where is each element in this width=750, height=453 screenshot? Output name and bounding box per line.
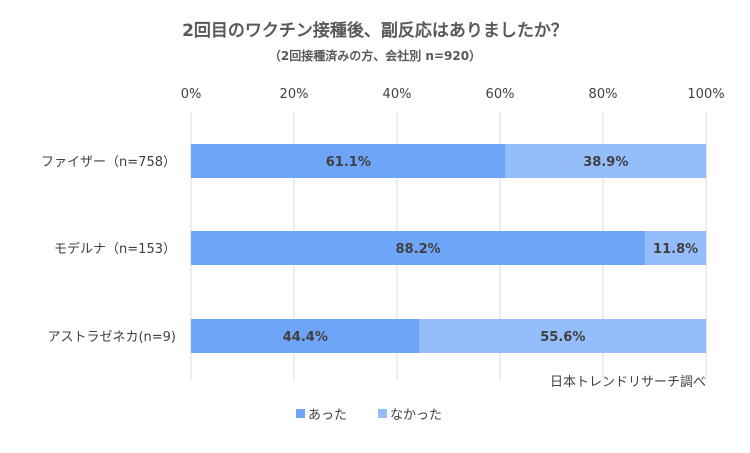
data-label: 38.9% bbox=[583, 155, 628, 170]
tick-label-layer: 0% 20% 40% 60% 80% 100% bbox=[181, 87, 725, 102]
legend-swatch bbox=[296, 409, 305, 418]
category-label: モデルナ（n=153） bbox=[54, 241, 176, 257]
x-tick-label: 80% bbox=[589, 87, 618, 102]
legend-label: なかった bbox=[390, 408, 442, 423]
chart-subtitle: （2回接種済みの方、会社別 n=920） bbox=[269, 48, 481, 63]
chart-title: 2回目のワクチン接種後、副反応はありましたか？ bbox=[182, 20, 568, 41]
x-tick-label: 40% bbox=[383, 87, 412, 102]
bar-segment bbox=[645, 231, 706, 265]
data-label: 11.8% bbox=[653, 242, 698, 257]
data-label: 88.2% bbox=[396, 242, 441, 257]
category-label-layer: ファイザー（n=758） モデルナ（n=153） アストラゼネカ(n=9) bbox=[41, 155, 176, 345]
bar-segment bbox=[419, 319, 706, 353]
legend-item: あった bbox=[296, 408, 347, 423]
bar-segment bbox=[505, 144, 706, 178]
x-tick-label: 60% bbox=[486, 87, 515, 102]
category-label: アストラゼネカ(n=9) bbox=[47, 330, 176, 345]
legend-swatch bbox=[378, 409, 387, 418]
legend-label: あった bbox=[308, 408, 347, 423]
bar-segment bbox=[191, 231, 646, 265]
legend: あった なかった bbox=[296, 408, 442, 423]
x-tick-label: 100% bbox=[687, 87, 724, 102]
legend-item: なかった bbox=[378, 408, 442, 423]
category-label: ファイザー（n=758） bbox=[41, 155, 176, 170]
data-label: 44.4% bbox=[283, 330, 328, 345]
x-tick-label: 0% bbox=[181, 87, 202, 102]
source-annotation: 日本トレンドリサーチ調べ bbox=[550, 375, 706, 390]
bar-segment bbox=[191, 319, 420, 353]
bar-segment bbox=[191, 144, 506, 178]
data-label: 55.6% bbox=[540, 330, 585, 345]
x-tick-label: 20% bbox=[280, 87, 309, 102]
data-label: 61.1% bbox=[326, 155, 371, 170]
bar-layer: 61.1% 38.9% 88.2% 11.8% 44.4% 55.6% bbox=[191, 144, 706, 353]
